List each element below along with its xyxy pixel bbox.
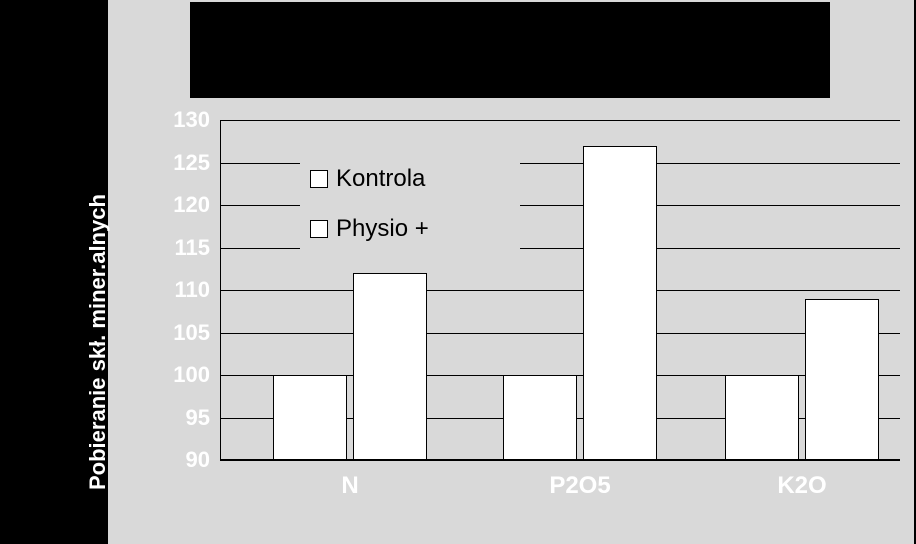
legend-item: Kontrola (310, 154, 425, 204)
y-axis-line (220, 120, 221, 460)
y-tick-label: 115 (140, 235, 210, 261)
chart-frame: Pobieranie skł. miner.alnych 90 95 100 105 11… (0, 0, 916, 544)
bar (583, 146, 657, 461)
y-tick-label: 125 (140, 150, 210, 176)
x-tick-label: N (290, 472, 410, 500)
legend-label: Kontrola (336, 165, 425, 193)
bar (353, 273, 427, 460)
y-tick-label: 120 (140, 192, 210, 218)
y-tick-label: 90 (140, 447, 210, 473)
legend-item: Physio + (310, 204, 429, 254)
x-tick-label: K2O (742, 472, 862, 500)
bar (503, 375, 577, 460)
y-tick-label: 100 (140, 362, 210, 388)
y-tick-label: 110 (140, 277, 210, 303)
gridline (220, 120, 900, 121)
bar (725, 375, 799, 460)
legend: Kontrola Physio + (300, 146, 520, 256)
x-tick-label: P2O5 (520, 472, 640, 500)
gridline (220, 333, 900, 334)
gridline (220, 290, 900, 291)
legend-label: Physio + (336, 215, 429, 243)
bar (273, 375, 347, 460)
y-tick-label: 105 (140, 320, 210, 346)
legend-swatch (310, 220, 328, 238)
y-tick-label: 130 (140, 107, 210, 133)
legend-swatch (310, 170, 328, 188)
bar (805, 299, 879, 461)
y-axis-label: Pobieranie skł. miner.alnych (85, 194, 111, 490)
gridline (220, 460, 900, 461)
chart-title-banner (190, 2, 830, 98)
y-tick-label: 95 (140, 405, 210, 431)
